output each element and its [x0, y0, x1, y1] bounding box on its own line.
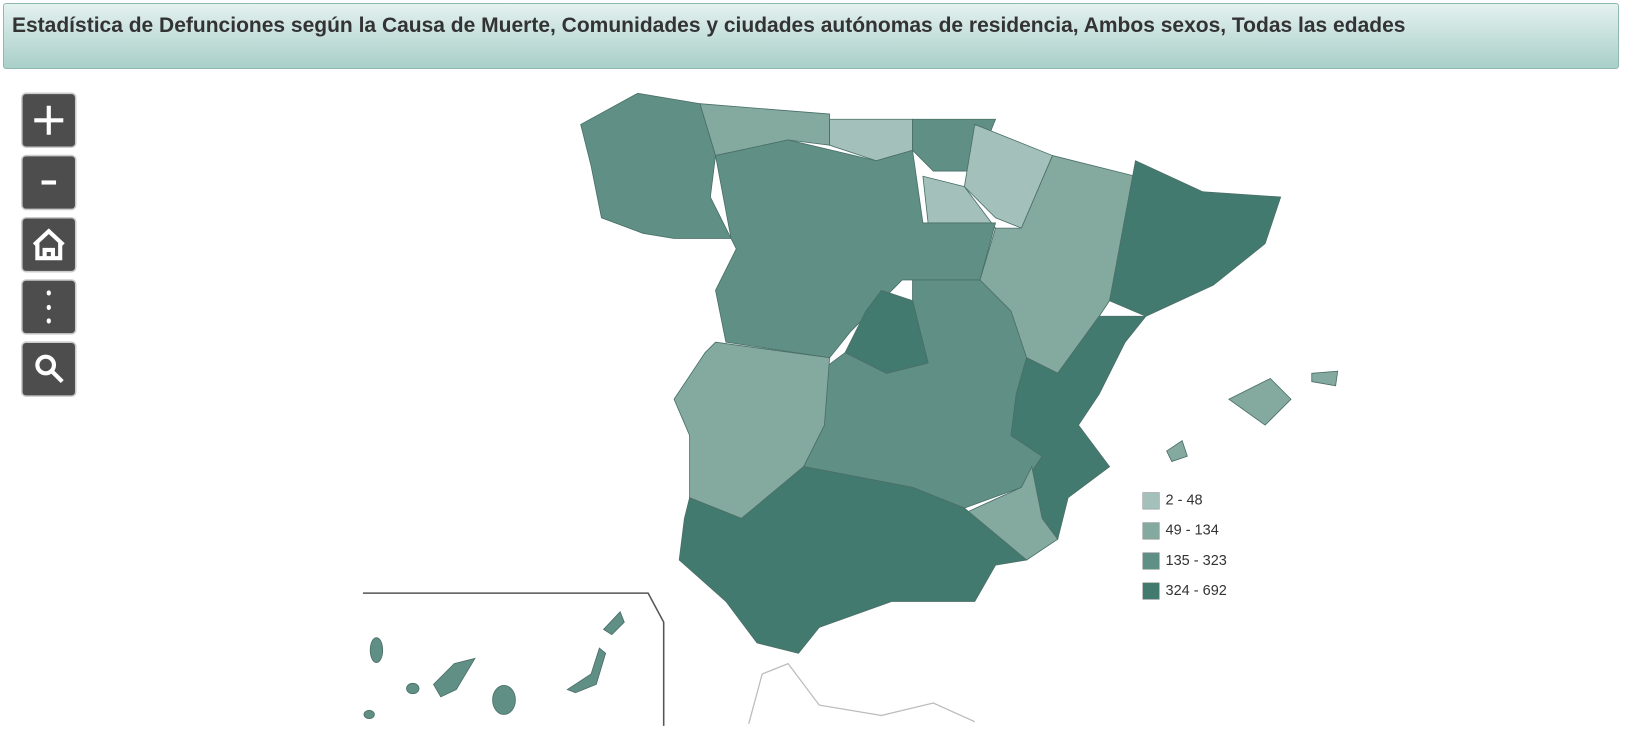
inset-frame — [362, 592, 665, 726]
regions — [363, 92, 1339, 720]
legend-label: 135 - 323 — [1166, 553, 1227, 569]
title: Estadística de Defunciones según la Caus… — [3, 3, 1619, 69]
region[interactable] — [1109, 160, 1282, 317]
region[interactable] — [844, 289, 929, 374]
legend-swatch[interactable] — [1142, 522, 1160, 540]
region[interactable] — [715, 139, 997, 359]
north-africa-outline — [748, 662, 976, 724]
region[interactable] — [602, 611, 625, 636]
region[interactable] — [963, 123, 1054, 229]
region[interactable] — [1166, 440, 1188, 462]
menu[interactable] — [21, 279, 77, 335]
region[interactable] — [566, 647, 607, 694]
legend-label: 324 - 692 — [1166, 583, 1227, 599]
region[interactable] — [369, 637, 384, 664]
region[interactable] — [1311, 370, 1339, 387]
region[interactable] — [432, 657, 476, 698]
legend-label: 2 - 48 — [1166, 493, 1203, 509]
legend-label: 49 - 134 — [1166, 523, 1219, 539]
region[interactable] — [406, 682, 420, 695]
legend-swatch[interactable] — [1142, 582, 1160, 600]
region[interactable] — [492, 684, 516, 715]
zoom-controls — [21, 92, 77, 397]
canarias[interactable] — [363, 611, 625, 720]
zoom-in[interactable] — [21, 92, 77, 149]
region[interactable] — [699, 103, 831, 157]
legend: 2 - 48 49 - 134 135 - 323 324 - 692 — [1142, 492, 1227, 600]
legend-swatch[interactable] — [1142, 552, 1160, 570]
region[interactable] — [678, 466, 1028, 654]
region[interactable] — [363, 709, 375, 720]
region[interactable] — [1228, 377, 1292, 426]
search[interactable] — [21, 341, 77, 397]
home[interactable] — [21, 216, 77, 273]
legend-swatch[interactable] — [1142, 492, 1160, 510]
zoom-out[interactable] — [21, 154, 77, 211]
